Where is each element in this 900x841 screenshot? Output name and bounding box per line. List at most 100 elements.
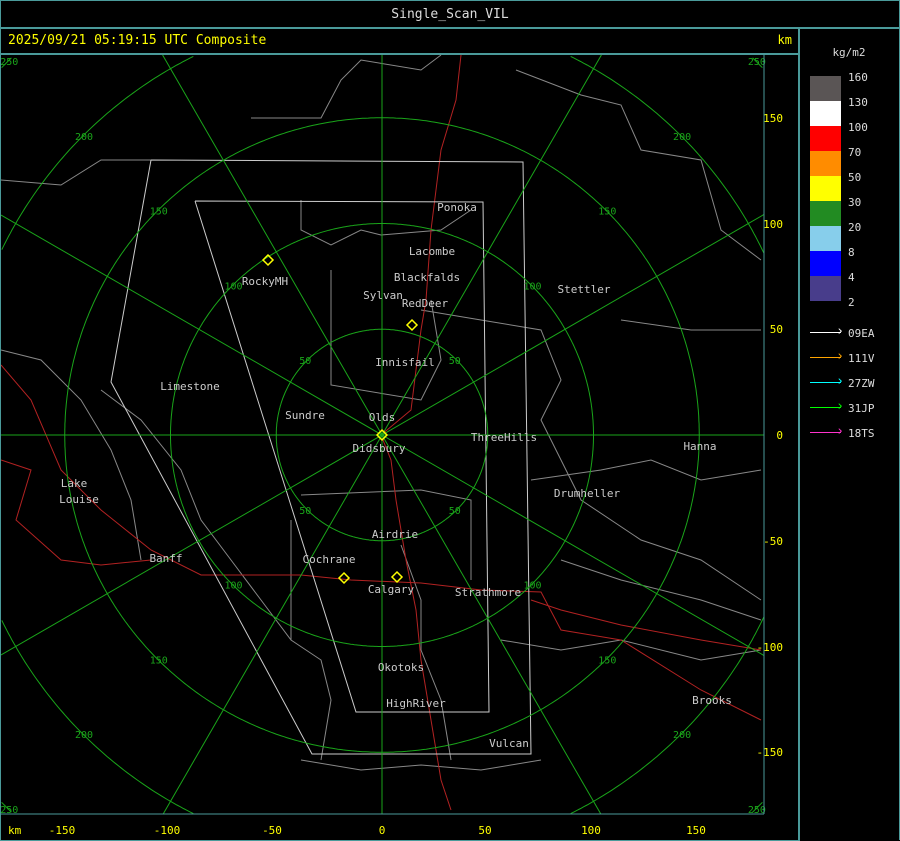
city-label: Lacombe: [409, 245, 455, 258]
coverage-inner-boundary: [194, 200, 490, 713]
county-boundary: [560, 559, 762, 621]
range-ring: [570, 55, 765, 254]
legend-level-label: 160: [848, 71, 868, 84]
city-label: Cochrane: [303, 553, 356, 566]
y-tick-label: 50: [770, 323, 783, 336]
km-unit-label: km: [777, 33, 792, 47]
x-tick-label: -50: [262, 824, 282, 837]
ring-label: 250: [1, 57, 18, 68]
ring-label: 100: [224, 581, 242, 592]
legend-swatch: [810, 226, 841, 251]
radar-site-label[interactable]: 18TS: [848, 427, 875, 440]
ring-label: 200: [673, 132, 691, 143]
legend-swatch: [810, 126, 841, 151]
legend-level-label: 4: [848, 271, 855, 284]
city-label: Olds: [369, 411, 396, 424]
county-boundary: [300, 489, 472, 580]
county-boundary: [1, 159, 151, 186]
radar-map-panel: 2025/09/21 05:19:15 UTC Composite km 50 5…: [0, 28, 800, 841]
x-tick-label: 100: [581, 824, 601, 837]
city-label: Lake: [61, 477, 88, 490]
y-tick-label: -100: [757, 641, 784, 654]
city-label: Vulcan: [489, 737, 529, 750]
city-label: Didsbury: [353, 442, 406, 455]
city-label: Blackfalds: [394, 271, 460, 284]
county-boundary: [1, 349, 142, 561]
ring-label: 150: [598, 207, 616, 218]
ring-label: 200: [75, 730, 93, 741]
ring-label: 250: [748, 805, 766, 816]
ring-label: 50: [299, 506, 311, 517]
map-header: 2025/09/21 05:19:15 UTC Composite km: [1, 28, 798, 55]
county-boundary: [300, 759, 542, 771]
y-tick-label: 100: [763, 218, 783, 231]
legend-swatch: [810, 101, 841, 126]
city-label: Calgary: [368, 583, 415, 596]
legend-swatch: [810, 76, 841, 101]
range-ring: [1, 620, 194, 815]
city-label: ThreeHills: [471, 431, 537, 444]
city-label: HighRiver: [386, 697, 446, 710]
county-boundary: [420, 309, 762, 601]
legend-level-label: 8: [848, 246, 855, 259]
city-label: Hanna: [683, 440, 716, 453]
road-line: [1, 364, 762, 721]
ring-label: 250: [1, 805, 18, 816]
radar-site-label[interactable]: 27ZW: [848, 377, 875, 390]
legend-level-label: 130: [848, 96, 868, 109]
range-ring: [570, 616, 765, 815]
ring-label: 200: [673, 730, 691, 741]
county-boundary: [400, 544, 452, 761]
legend-swatch: [810, 276, 841, 301]
city-label: Sundre: [285, 409, 325, 422]
range-ring: [1, 57, 12, 69]
legend-level-label: 2: [848, 296, 855, 309]
city-label: Ponoka: [437, 201, 477, 214]
road-line: [380, 54, 462, 811]
range-ring: [1, 55, 194, 250]
x-tick-label: 0: [379, 824, 386, 837]
road-line: [1, 459, 152, 566]
y-tick-label: -50: [763, 535, 783, 548]
city-label: Banff: [149, 552, 182, 565]
radar-arrow-icon: ›: [810, 324, 844, 339]
ring-label: 150: [598, 655, 616, 666]
radar-site-icon: [390, 570, 404, 584]
radar-site-label[interactable]: 31JP: [848, 402, 875, 415]
city-label: Airdrie: [372, 528, 418, 541]
radar-site-label[interactable]: 111V: [848, 352, 875, 365]
legend-level-label: 100: [848, 121, 868, 134]
legend-unit: kg/m2: [832, 46, 866, 59]
radar-site-icon: [261, 253, 275, 267]
radar-site-label[interactable]: 09EA: [848, 327, 875, 340]
y-tick-label: 150: [763, 112, 783, 125]
city-label: RockyMH: [242, 275, 288, 288]
city-label: Stettler: [558, 283, 611, 296]
y-tick-label: 0: [776, 429, 783, 442]
coverage-outer-boundary: [110, 159, 532, 755]
ring-label: 150: [150, 655, 168, 666]
county-boundary: [290, 520, 332, 761]
radar-site-icon: [405, 318, 419, 332]
x-tick-label: 50: [478, 824, 491, 837]
city-label: Strathmore: [455, 586, 521, 599]
range-ring: [752, 801, 763, 813]
radar-arrow-icon: ›: [810, 424, 844, 439]
range-ring: [752, 57, 763, 69]
legend-panel: kg/m2 160 130 100 70 50 30 20 8 4 2 › 09EA › 111V › 27Z…: [799, 28, 900, 840]
ring-label: 50: [449, 506, 461, 517]
ring-label: 100: [524, 281, 542, 292]
city-label: Okotoks: [378, 661, 424, 674]
window-title: Single_Scan_VIL: [0, 0, 900, 29]
city-label: Brooks: [692, 694, 732, 707]
city-label: Limestone: [160, 380, 220, 393]
city-label: Sylvan: [363, 289, 403, 302]
x-unit-label: km: [8, 824, 22, 837]
legend-level-label: 50: [848, 171, 862, 184]
ring-label: 50: [449, 356, 461, 367]
county-boundary: [100, 389, 292, 641]
range-ring: [1, 801, 12, 813]
legend-level-label: 20: [848, 221, 862, 234]
county-boundary: [620, 319, 761, 331]
